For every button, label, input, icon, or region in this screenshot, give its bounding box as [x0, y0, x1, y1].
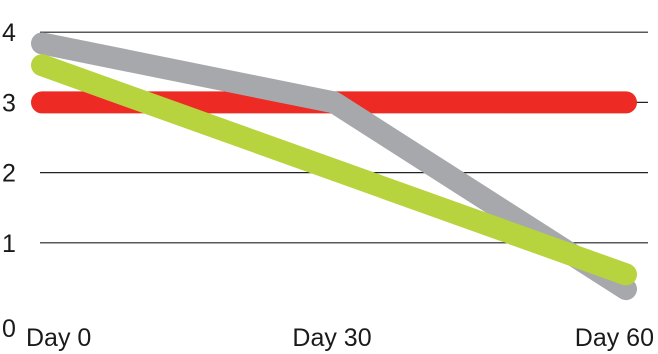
y-tick-label: 4: [2, 19, 16, 47]
x-axis-ticks: Day 0 Day 30 Day 60: [26, 324, 654, 352]
x-tick-label: Day 30: [292, 324, 371, 352]
series-line: [31, 54, 637, 286]
x-tick-label: Day 0: [26, 324, 91, 352]
y-tick-label: 2: [2, 160, 16, 188]
y-tick-label: 0: [2, 315, 16, 343]
series-lines: [31, 32, 637, 301]
y-tick-label: 1: [2, 230, 16, 258]
x-tick-label: Day 60: [575, 324, 654, 352]
y-tick-label: 3: [2, 89, 16, 117]
series-line: [31, 32, 637, 301]
y-axis-ticks: 0 1 2 3 4: [2, 19, 16, 343]
